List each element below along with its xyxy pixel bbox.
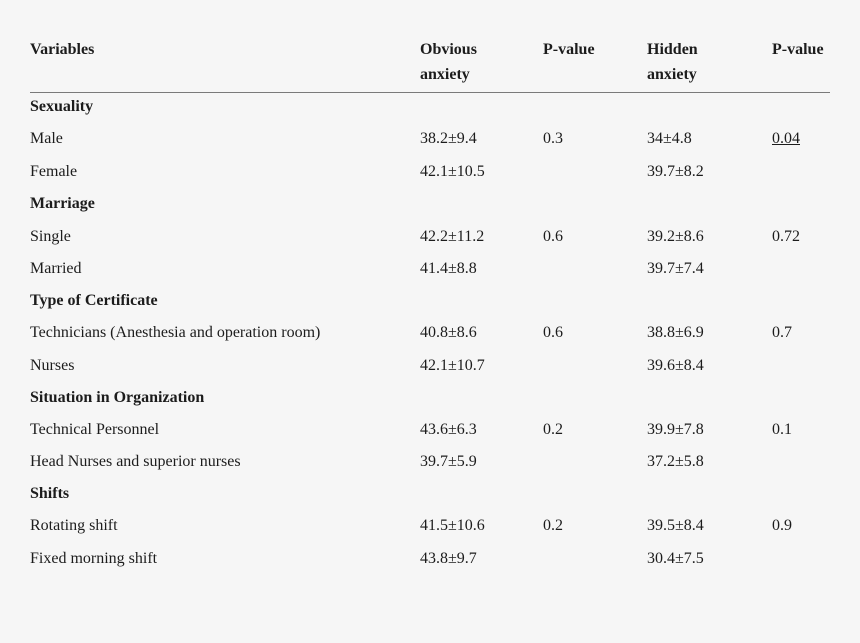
row-label: Female <box>30 163 78 180</box>
row-label: Married <box>30 260 82 277</box>
pvalue-hidden: 0.72 <box>772 228 800 245</box>
obvious-value: 43.8±9.7 <box>420 550 477 567</box>
row-label: Head Nurses and superior nurses <box>30 453 241 470</box>
pvalue-obvious: 0.2 <box>543 517 563 534</box>
hidden-value: 39.6±8.4 <box>647 357 704 374</box>
obvious-value: 40.8±8.6 <box>420 324 477 341</box>
hidden-value: 39.7±8.2 <box>647 163 704 180</box>
pvalue-hidden: 0.9 <box>772 517 792 534</box>
hidden-value: 30.4±7.5 <box>647 550 704 567</box>
pvalue-obvious: 0.3 <box>543 130 563 147</box>
header-hidden-line2: anxiety <box>647 66 697 83</box>
header-pvalue-hidden: P-value <box>772 41 824 58</box>
hidden-value: 34±4.8 <box>647 130 692 147</box>
hidden-value: 39.9±7.8 <box>647 421 704 438</box>
header-pvalue-obvious: P-value <box>543 41 595 58</box>
header-divider <box>30 92 830 93</box>
hidden-value: 39.7±7.4 <box>647 260 704 277</box>
obvious-value: 42.2±11.2 <box>420 228 485 245</box>
header-obvious-line1: Obvious <box>420 41 477 58</box>
header-hidden-line1: Hidden <box>647 41 698 58</box>
obvious-value: 41.5±10.6 <box>420 517 485 534</box>
pvalue-obvious: 0.6 <box>543 228 563 245</box>
pvalue-hidden: 0.7 <box>772 324 792 341</box>
row-label: Single <box>30 228 71 245</box>
header-obvious-line2: anxiety <box>420 66 470 83</box>
hidden-value: 37.2±5.8 <box>647 453 704 470</box>
hidden-value: 39.5±8.4 <box>647 517 704 534</box>
pvalue-obvious: 0.6 <box>543 324 563 341</box>
row-label: Technical Personnel <box>30 421 160 438</box>
section-title: Situation in Organization <box>30 389 205 406</box>
obvious-value: 43.6±6.3 <box>420 421 477 438</box>
row-label: Fixed morning shift <box>30 550 158 567</box>
row-label: Technicians (Anesthesia and operation ro… <box>30 324 321 341</box>
pvalue-hidden: 0.1 <box>772 421 792 438</box>
section-title: Type of Certificate <box>30 292 158 309</box>
hidden-value: 39.2±8.6 <box>647 228 704 245</box>
header-variables: Variables <box>30 41 95 58</box>
obvious-value: 42.1±10.7 <box>420 357 485 374</box>
section-title: Sexuality <box>30 98 94 115</box>
pvalue-obvious: 0.2 <box>543 421 563 438</box>
pvalue-hidden-significant: 0.04 <box>772 130 800 147</box>
row-label: Male <box>30 130 63 147</box>
obvious-value: 39.7±5.9 <box>420 453 477 470</box>
section-title: Shifts <box>30 485 70 502</box>
hidden-value: 38.8±6.9 <box>647 324 704 341</box>
row-label: Nurses <box>30 357 75 374</box>
section-title: Marriage <box>30 195 95 212</box>
row-label: Rotating shift <box>30 517 118 534</box>
obvious-value: 38.2±9.4 <box>420 130 477 147</box>
obvious-value: 41.4±8.8 <box>420 260 477 277</box>
obvious-value: 42.1±10.5 <box>420 163 485 180</box>
